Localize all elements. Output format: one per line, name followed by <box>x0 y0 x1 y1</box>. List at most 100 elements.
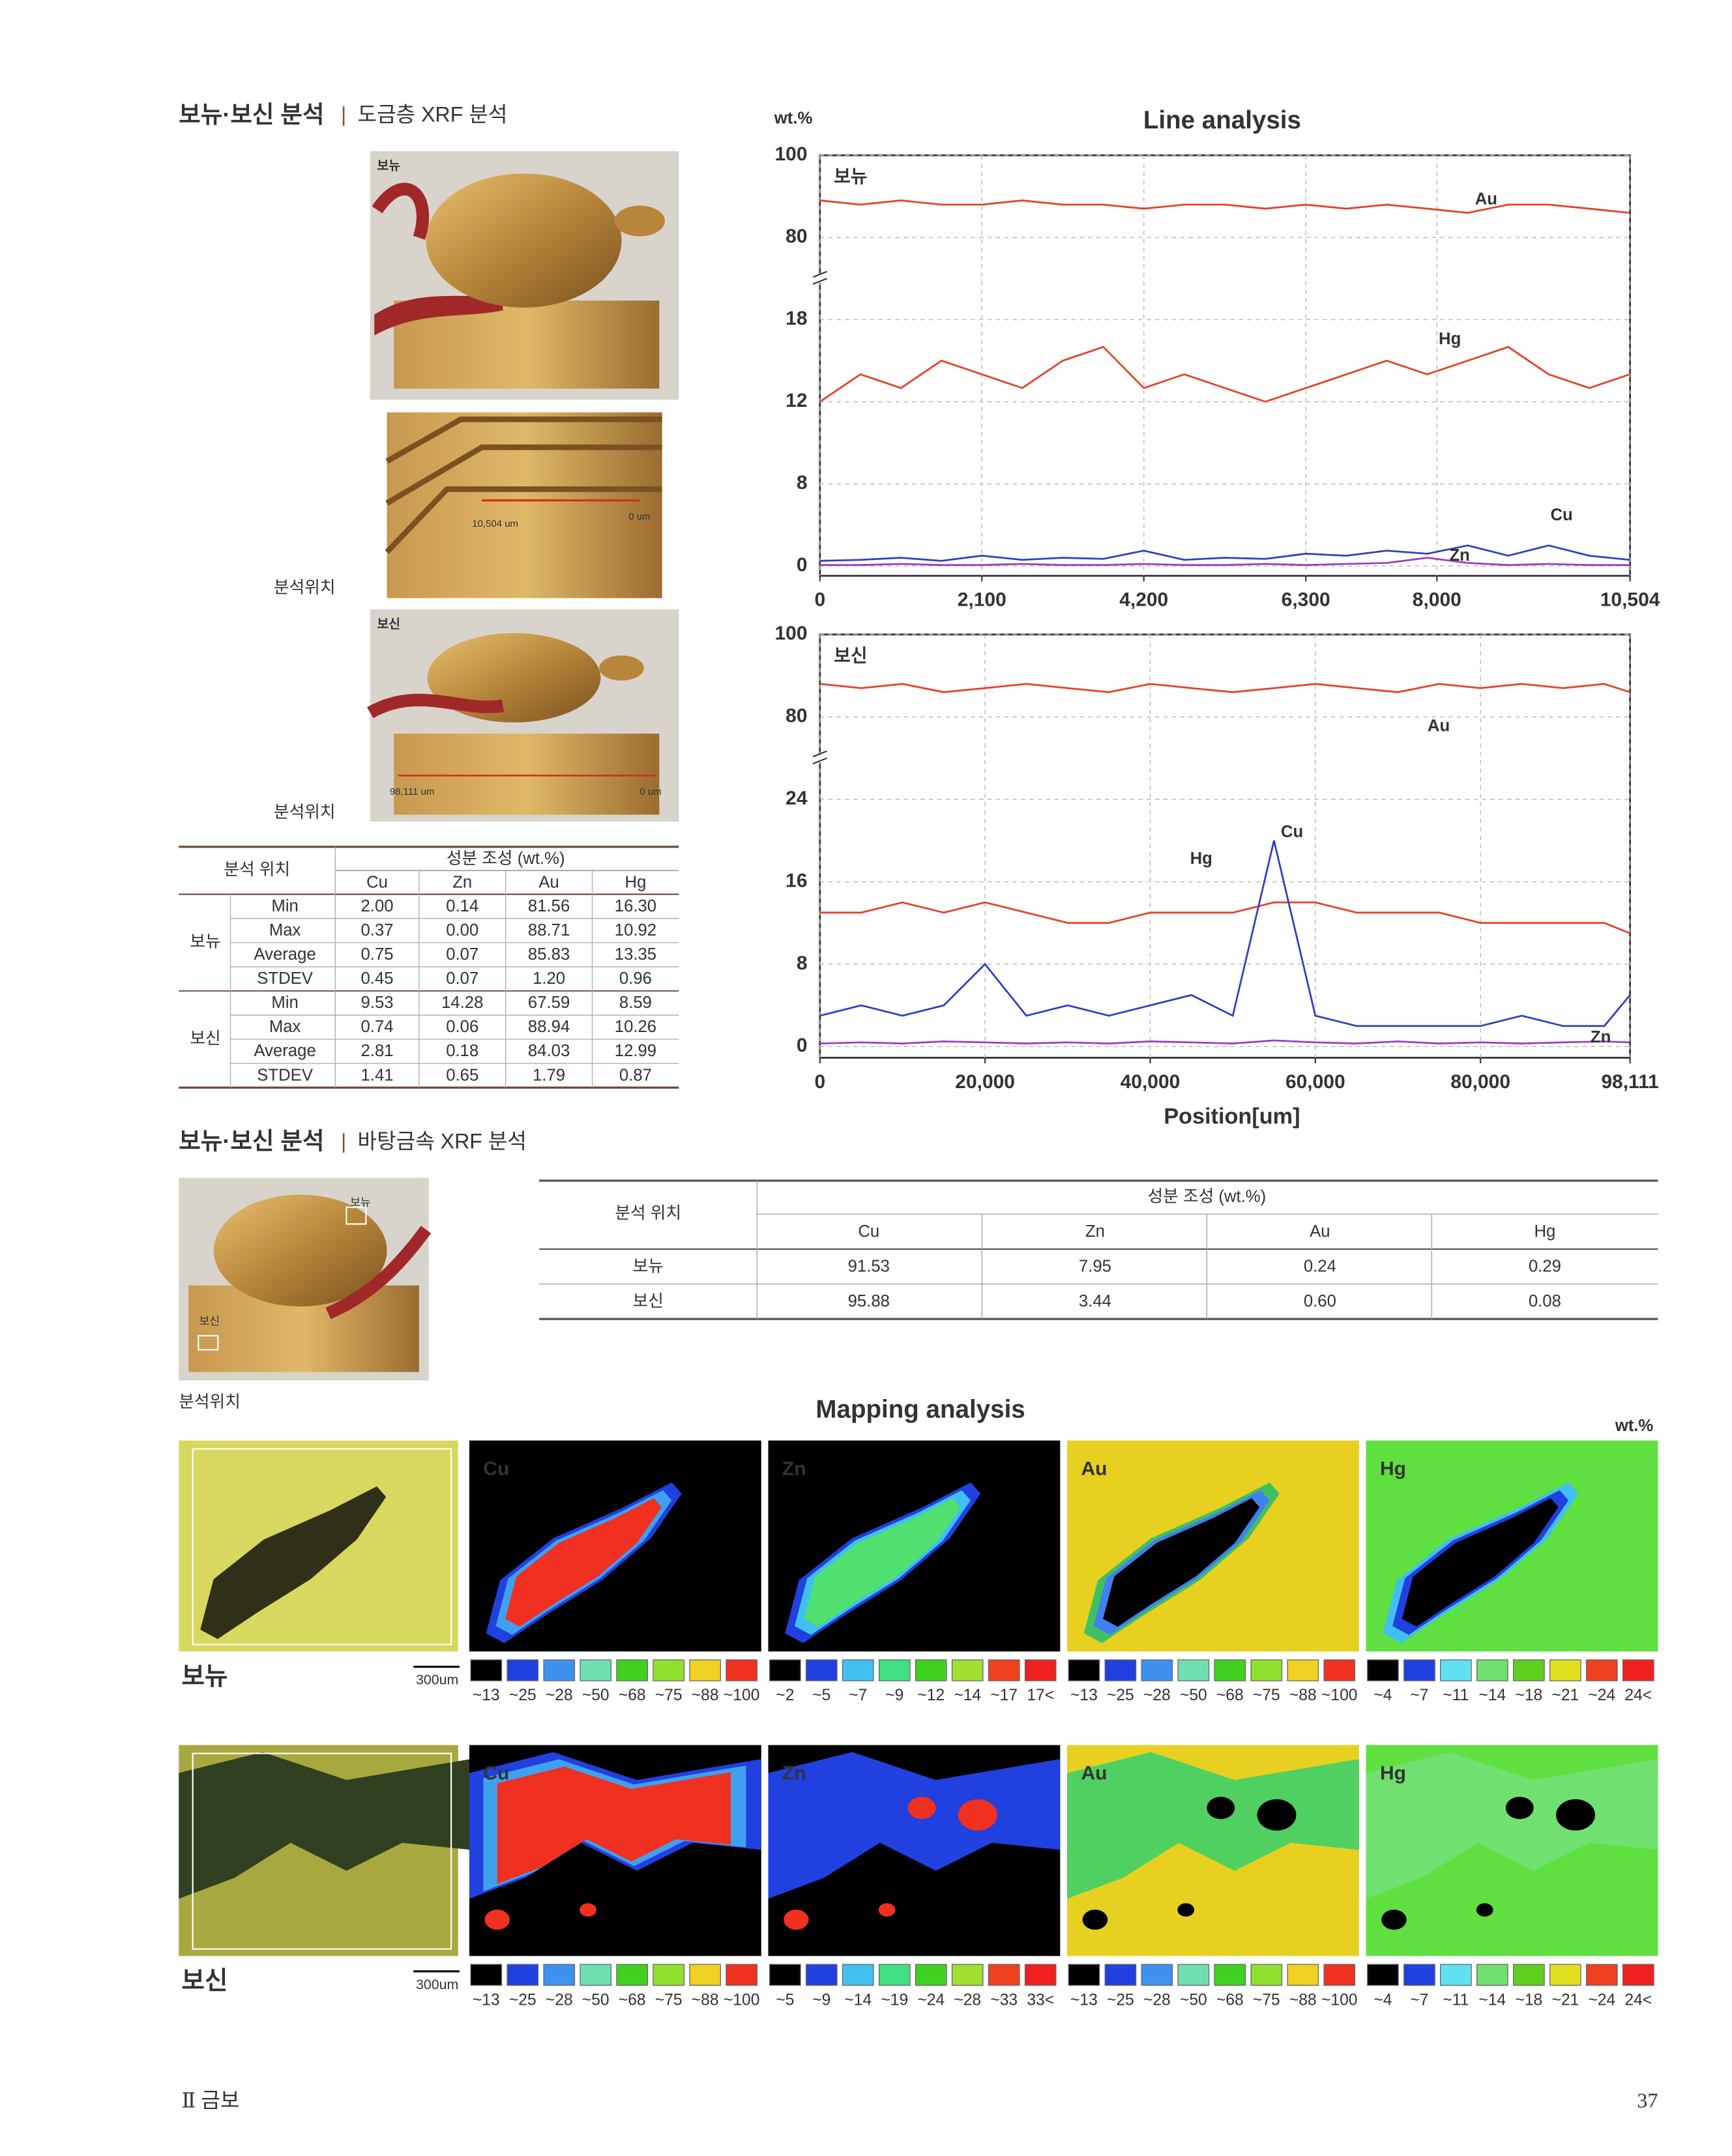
photo-label: 보신 <box>199 1314 220 1327</box>
axis-break <box>812 278 827 285</box>
legend-label: ~75 <box>655 1687 683 1704</box>
legend-label: ~4 <box>1373 1991 1392 2009</box>
chart-title: Line analysis <box>1143 106 1301 134</box>
table-cell: 0.07 <box>446 969 478 988</box>
legend-label: ~7 <box>1410 1687 1428 1704</box>
table-cell: 13.35 <box>615 945 656 964</box>
legend-label: ~18 <box>1515 1687 1542 1704</box>
legend-swatch <box>1367 1964 1399 1986</box>
legend-swatch <box>1476 1964 1508 1986</box>
series-label: Hg <box>1439 330 1461 348</box>
legend-label: ~9 <box>812 1991 830 2009</box>
legend-swatch <box>1287 1964 1319 1986</box>
table-cell: 95.88 <box>848 1292 890 1310</box>
table-stat: STDEV <box>257 969 314 988</box>
table-column: Hg <box>1534 1222 1555 1241</box>
legend-label: ~25 <box>1107 1991 1134 2009</box>
legend-swatch <box>1585 1964 1618 1986</box>
table-cell: 0.00 <box>446 921 478 939</box>
legend-label: ~24 <box>1588 1991 1615 2009</box>
legend-swatch <box>1141 1659 1173 1681</box>
legend-label: ~88 <box>1289 1991 1317 2009</box>
mapping-unit: wt.% <box>1615 1417 1654 1435</box>
legend-label: ~21 <box>1551 1687 1579 1704</box>
y-tick-label: 100 <box>774 143 807 165</box>
legend-swatch <box>470 1964 503 1986</box>
table-cell: 9.53 <box>361 994 394 1012</box>
scale-label: 10,504 um <box>472 518 518 529</box>
legend-label: ~50 <box>582 1991 609 2009</box>
optical-feature <box>179 1752 471 1899</box>
map-region <box>768 1752 1061 1899</box>
table-cell: 0.65 <box>446 1066 478 1084</box>
photo-bonyu <box>370 151 679 400</box>
table-cell: 0.60 <box>1304 1292 1336 1310</box>
x-tick-label: 20,000 <box>955 1071 1015 1093</box>
scale-label: 98,111 um <box>390 786 435 797</box>
legend-label: ~100 <box>724 1991 759 2009</box>
map-spot <box>784 1910 809 1930</box>
legend-swatch <box>1024 1964 1057 1986</box>
x-tick-label: 40,000 <box>1121 1071 1181 1093</box>
legend-label: ~11 <box>1443 1991 1469 2009</box>
y-axis-label: wt.% <box>774 109 813 127</box>
legend-swatch <box>616 1964 649 1986</box>
element-label: Au <box>1081 1458 1107 1479</box>
table-cell: 0.14 <box>446 897 478 915</box>
legend-label: ~75 <box>1253 1687 1280 1704</box>
table-group: 보뉴 <box>190 933 220 951</box>
x-tick-label: 6,300 <box>1282 589 1330 611</box>
legend-swatch <box>653 1659 685 1681</box>
legend-swatch <box>951 1659 984 1681</box>
table-group: 보신 <box>190 1029 220 1048</box>
legend-label: 33< <box>1027 1991 1054 2009</box>
legend-label: ~50 <box>1180 1687 1207 1704</box>
table-cell: 85.83 <box>528 945 570 964</box>
row-label: 보신 <box>182 1967 228 1995</box>
x-tick-label: 4,200 <box>1119 589 1168 611</box>
legend-swatch <box>1068 1659 1100 1681</box>
table-cell: 14.28 <box>441 994 483 1012</box>
map-spot <box>1476 1903 1493 1917</box>
legend-swatch <box>988 1659 1020 1681</box>
table-stat: Average <box>254 1042 316 1060</box>
legend-swatch <box>1068 1964 1100 1986</box>
map-spot <box>1505 1796 1534 1820</box>
legend-label: ~13 <box>473 1687 500 1704</box>
table-column: Cu <box>366 873 388 891</box>
table-row-label: 보뉴 <box>633 1258 664 1276</box>
element-label: Zn <box>782 1458 806 1479</box>
legend-label: ~13 <box>473 1991 500 2009</box>
map-spot <box>907 1796 936 1820</box>
table-column: Au <box>1310 1222 1330 1241</box>
element-label: Au <box>1081 1763 1107 1784</box>
legend-swatch <box>1141 1964 1173 1986</box>
legend-swatch <box>805 1659 838 1681</box>
legend-label: ~28 <box>1143 1991 1171 2009</box>
legend-label: ~28 <box>954 1991 981 2009</box>
table-cell: 0.45 <box>361 969 394 988</box>
y-tick-label: 80 <box>785 705 807 727</box>
legend-swatch <box>1622 1964 1654 1986</box>
legend-label: ~28 <box>1143 1687 1171 1704</box>
legend-swatch <box>878 1659 911 1681</box>
legend-label: ~88 <box>692 1687 719 1704</box>
y-tick-label: 0 <box>797 1035 808 1056</box>
section-title: 보뉴·보신 분석 <box>179 101 324 128</box>
legend-swatch <box>1367 1659 1399 1681</box>
legend-label: ~28 <box>546 1991 573 2009</box>
photo-bosin <box>367 609 679 822</box>
map-spot <box>609 1796 638 1820</box>
map-spot <box>580 1903 596 1917</box>
x-tick-label: 8,000 <box>1413 589 1461 611</box>
legend-label: ~12 <box>917 1687 945 1704</box>
legend-swatch <box>951 1964 984 1986</box>
legend-label: ~5 <box>812 1687 830 1704</box>
table-cell: 67.59 <box>528 994 570 1012</box>
optical-feature <box>200 1486 387 1640</box>
x-tick-label: 0 <box>814 1071 825 1093</box>
legend-label: ~100 <box>1321 1991 1357 2009</box>
series-label: Zn <box>1591 1028 1611 1046</box>
legend-label: ~25 <box>509 1687 536 1704</box>
analysis-area <box>192 1752 452 1950</box>
